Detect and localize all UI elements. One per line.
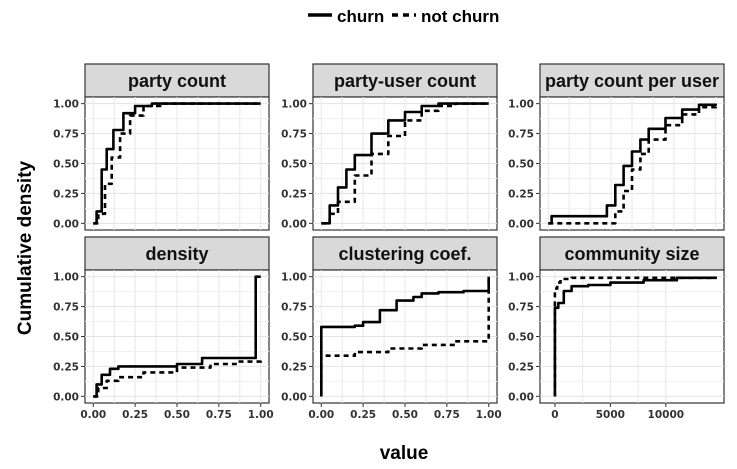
y-tick-label-party-count-per-user-2: 0.50 (508, 159, 534, 171)
y-tick-label-density-2: 0.50 (53, 332, 79, 344)
series-churn-density (93, 275, 261, 398)
series-churn-clustering-coef (320, 276, 490, 397)
gridlines-party-user-count (313, 97, 497, 230)
x-axis-title: value (380, 443, 429, 464)
y-tick-label-density-1: 0.25 (53, 361, 79, 373)
series-not-churn-party-count (93, 102, 261, 225)
y-tick-label-party-user-count-4: 1.00 (281, 99, 307, 111)
panel-party-count-per-user: party count per user 0.00 0.25 0.50 0.75 1.00 (508, 63, 725, 231)
y-tick-label-party-user-count-3: 0.75 (281, 129, 307, 141)
y-tick-label-clustering-coef-0: 0.00 (281, 391, 307, 403)
series-churn-party-count-per-user (548, 103, 717, 225)
y-tick-label-density-4: 1.00 (53, 272, 79, 284)
series-not-churn-density (93, 360, 262, 398)
y-tick-label-community-size-3: 0.75 (508, 302, 534, 314)
facet-title-clustering-coef: clustering coef. (338, 244, 471, 264)
y-tick-label-party-count-per-user-0: 0.00 (508, 218, 534, 230)
facet-strip-density (84, 236, 270, 271)
panel-party-user-count: party-user count 0.00 0.25 0.50 0.75 1.00 (281, 63, 498, 231)
x-tick-label-clustering-coef-0: 0.00 (308, 409, 334, 421)
y-tick-label-party-user-count-2: 0.50 (281, 159, 307, 171)
y-tick-label-party-count-1: 0.25 (53, 188, 79, 200)
x-tick-label-community-size-2: 10000 (648, 409, 685, 421)
x-tick-label-clustering-coef-4: 1.00 (476, 409, 502, 421)
y-tick-label-party-user-count-1: 0.25 (281, 188, 307, 200)
y-tick-label-community-size-2: 0.50 (508, 332, 534, 344)
series-churn-community-size (553, 276, 717, 397)
y-tick-label-clustering-coef-1: 0.25 (281, 361, 307, 373)
facet-title-party-count: party count (128, 71, 226, 91)
panel-party-count: party count 0.00 0.25 0.50 0.75 1.00 (53, 63, 270, 231)
y-tick-label-density-0: 0.00 (53, 391, 79, 403)
y-tick-label-party-count-2: 0.50 (53, 159, 79, 171)
y-tick-label-community-size-0: 0.00 (508, 391, 534, 403)
y-tick-label-clustering-coef-3: 0.75 (281, 302, 307, 314)
legend-label-churn: churn (337, 7, 384, 26)
y-tick-label-party-count-4: 1.00 (53, 99, 79, 111)
x-tick-label-density-0: 0.00 (80, 409, 106, 421)
facet-strip-party-count (84, 63, 270, 98)
panel-grid: party count0.000.250.500.751.00party-use… (53, 63, 725, 421)
x-tick-label-clustering-coef-2: 0.50 (392, 409, 418, 421)
x-tick-label-community-size-1: 5000 (596, 409, 625, 421)
y-tick-label-party-count-0: 0.00 (53, 218, 79, 230)
facet-strip-party-user-count (312, 63, 498, 98)
panel-clustering-coef: clustering coef. 0.00 0.25 0.50 0.75 1.00 0.00… (281, 236, 502, 421)
y-tick-label-community-size-4: 1.00 (508, 272, 534, 284)
facet-title-party-count-per-user: party count per user (545, 71, 719, 91)
gridlines-party-count (85, 97, 269, 230)
x-tick-label-density-4: 1.00 (248, 409, 274, 421)
facet-title-density: density (145, 244, 208, 264)
x-tick-label-community-size-0: 0 (551, 409, 558, 421)
panel-community-size: community size 0.00 0.25 0.50 0.75 1.00 0 5000 1… (508, 236, 725, 421)
facet-title-party-user-count: party-user count (334, 71, 476, 91)
y-tick-label-party-count-per-user-3: 0.75 (508, 129, 534, 141)
y-tick-label-clustering-coef-4: 1.00 (281, 272, 307, 284)
legend-label-not-churn: not churn (421, 7, 499, 26)
series-not-churn-party-user-count (321, 102, 489, 225)
x-tick-label-density-3: 0.75 (206, 409, 232, 421)
y-tick-label-density-3: 0.75 (53, 302, 79, 314)
series-not-churn-clustering-coef (320, 276, 490, 397)
series-not-churn-party-count-per-user (548, 103, 717, 225)
y-tick-label-clustering-coef-2: 0.50 (281, 332, 307, 344)
x-tick-label-density-2: 0.50 (164, 409, 190, 421)
y-tick-label-community-size-1: 0.25 (508, 361, 534, 373)
facet-strip-clustering-coef (312, 236, 498, 271)
x-tick-label-clustering-coef-3: 0.75 (434, 409, 460, 421)
y-tick-label-party-count-per-user-1: 0.25 (508, 188, 534, 200)
x-tick-label-clustering-coef-1: 0.25 (350, 409, 376, 421)
y-tick-label-party-count-per-user-4: 1.00 (508, 99, 534, 111)
legend: churn not churn (308, 7, 499, 26)
gridlines-party-count-per-user (540, 97, 724, 230)
facet-strip-community-size (539, 236, 725, 271)
panel-density: density 0.00 0.25 0.50 0.75 1.00 0.00 0.25 0.50 0… (53, 236, 274, 421)
series-not-churn-community-size (553, 276, 717, 397)
y-axis-title: Cumulative density (15, 160, 36, 335)
facet-title-community-size: community size (564, 244, 699, 264)
x-tick-label-density-1: 0.25 (122, 409, 148, 421)
y-tick-label-party-user-count-0: 0.00 (281, 218, 307, 230)
y-tick-label-party-count-3: 0.75 (53, 129, 79, 141)
facet-strip-party-count-per-user (539, 63, 725, 98)
